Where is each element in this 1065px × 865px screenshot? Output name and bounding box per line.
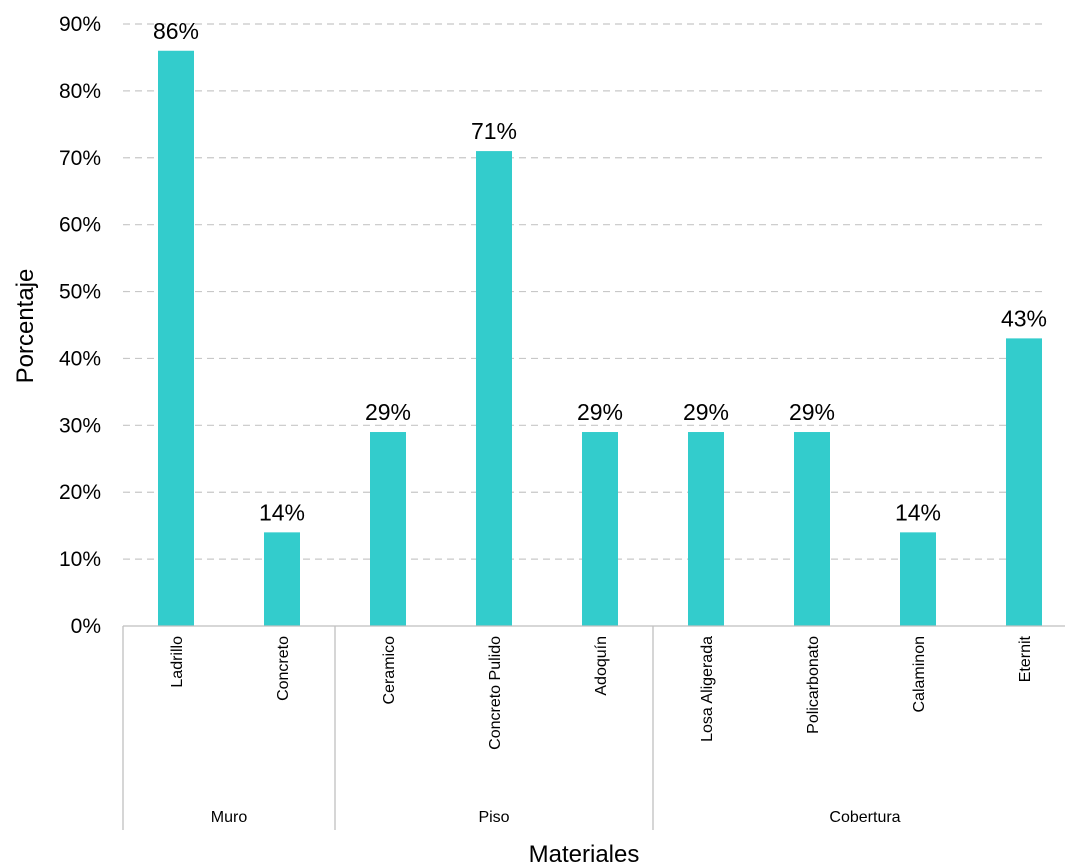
y-tick-label: 40% <box>59 347 101 370</box>
x-tick-label: Losa Aligerada <box>699 636 716 742</box>
bar <box>900 532 936 626</box>
group-label: Muro <box>211 809 248 826</box>
y-tick-label: 10% <box>59 548 101 571</box>
y-axis-ticks: 0% 10% 20% 30% 40% 50% 60% 70% 80% 90% <box>59 13 101 638</box>
data-label: 29% <box>365 399 411 425</box>
data-label: 86% <box>153 18 199 44</box>
data-labels: 86% 14% 29% 71% 29% 29% 29% 14% 43% <box>153 18 1047 526</box>
y-tick-label: 80% <box>59 80 101 103</box>
y-tick-label: 30% <box>59 414 101 437</box>
bars <box>158 50 1042 627</box>
data-label: 29% <box>789 399 835 425</box>
x-tick-label: Concreto Pulido <box>487 636 504 750</box>
x-tick-label: Calaminon <box>911 636 928 712</box>
data-label: 29% <box>683 399 729 425</box>
bar <box>264 532 300 626</box>
x-tick-label: Ceramico <box>381 636 398 705</box>
data-label: 14% <box>895 499 941 525</box>
x-tick-label: Ladrillo <box>169 636 186 688</box>
bar <box>370 432 406 626</box>
x-tick-label: Concreto <box>275 636 292 701</box>
data-label: 43% <box>1001 305 1047 331</box>
data-label: 71% <box>471 118 517 144</box>
y-tick-label: 50% <box>59 281 101 304</box>
y-axis-title: Porcentaje <box>12 269 39 384</box>
x-axis: Ladrillo Concreto Ceramico Concreto Pulido A… <box>122 625 1065 830</box>
bar <box>158 50 194 626</box>
y-tick-label: 90% <box>59 13 101 36</box>
group-label: Cobertura <box>829 809 900 826</box>
y-tick-label: 20% <box>59 481 101 504</box>
x-tick-label: Policarbonato <box>805 636 822 734</box>
y-tick-label: 60% <box>59 214 101 237</box>
y-tick-label: 0% <box>71 615 101 638</box>
bar <box>794 432 830 626</box>
group-label: Piso <box>478 809 509 826</box>
data-label: 29% <box>577 399 623 425</box>
x-tick-label: Eternit <box>1017 635 1034 682</box>
x-axis-title: Materiales <box>529 841 640 865</box>
bar <box>1006 338 1042 626</box>
x-tick-label: Adoquín <box>593 636 610 696</box>
bar <box>476 151 512 627</box>
data-label: 14% <box>259 499 305 525</box>
bar <box>582 432 618 626</box>
y-tick-label: 70% <box>59 147 101 170</box>
bar <box>688 432 724 626</box>
